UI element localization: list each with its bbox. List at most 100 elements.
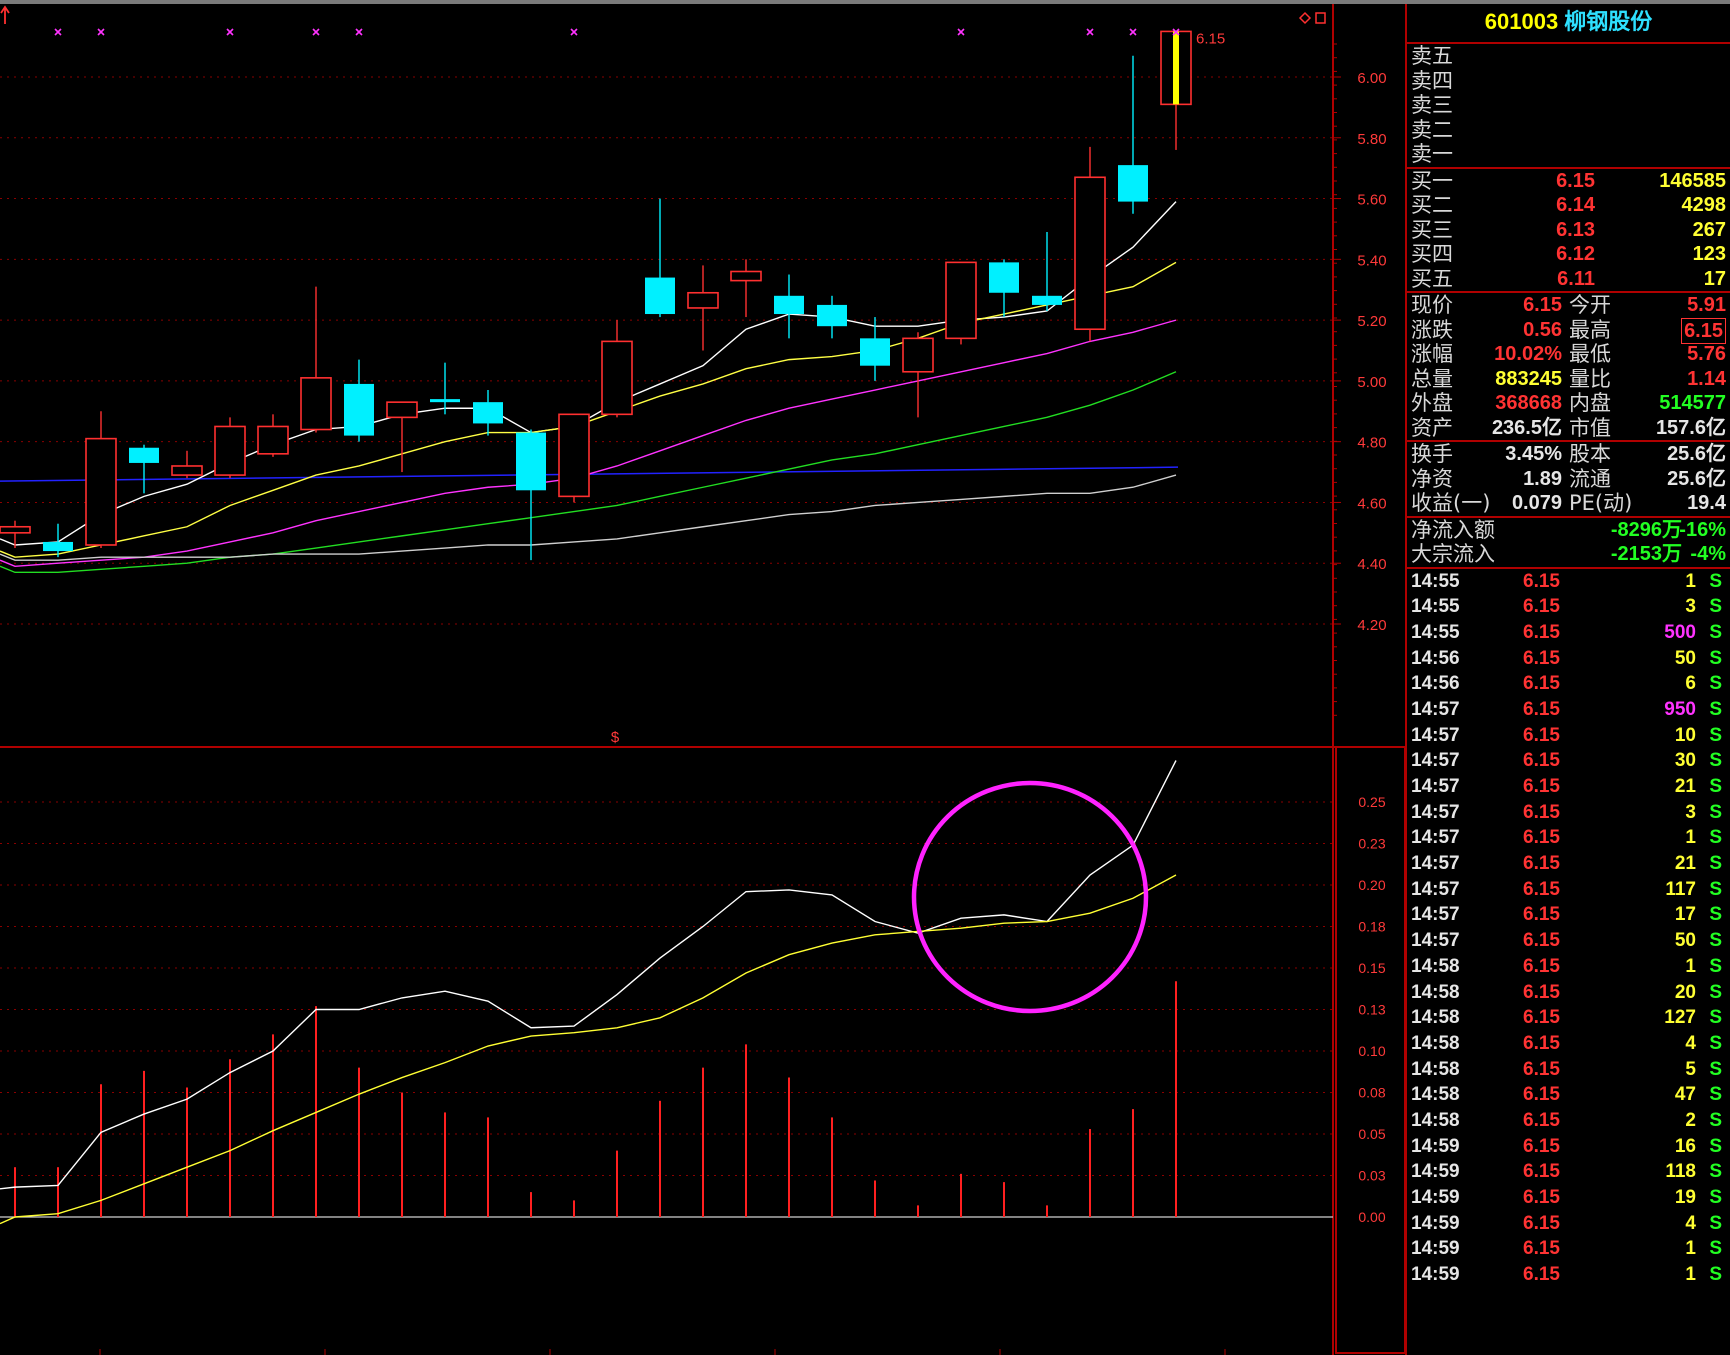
price-axis-label: 4.40 xyxy=(1357,556,1386,573)
tick-price: 6.15 xyxy=(1523,878,1560,900)
tick-row[interactable]: 14:58 6.15 127 S xyxy=(1407,1005,1730,1031)
ask-row[interactable]: 卖四 xyxy=(1407,69,1730,94)
tick-price: 6.15 xyxy=(1523,724,1560,746)
tick-volume: 118 xyxy=(1665,1161,1696,1183)
quote-panel: 601003 柳钢股份 卖五 卖四 卖三 卖二 卖一 买一 6.15 146585 买二 6.14… xyxy=(1405,4,1730,1355)
tick-row[interactable]: 14:56 6.15 50 S xyxy=(1407,646,1730,672)
tick-row[interactable]: 14:59 6.15 118 S xyxy=(1407,1159,1730,1185)
bid-row[interactable]: 买三 6.13 267 xyxy=(1407,218,1730,243)
tick-row[interactable]: 14:59 6.15 1 S xyxy=(1407,1236,1730,1262)
tick-row[interactable]: 14:57 6.15 30 S xyxy=(1407,748,1730,774)
tick-row[interactable]: 14:55 6.15 3 S xyxy=(1407,594,1730,620)
bid-row[interactable]: 买四 6.12 123 xyxy=(1407,242,1730,267)
tick-time: 14:57 xyxy=(1411,698,1460,720)
quote-value: 0.56 xyxy=(1523,318,1562,341)
candle-body xyxy=(687,291,719,309)
tick-price: 6.15 xyxy=(1523,750,1560,772)
tick-row[interactable]: 14:57 6.15 950 S xyxy=(1407,697,1730,723)
tick-volume: 500 xyxy=(1664,621,1696,643)
tick-row[interactable]: 14:58 6.15 4 S xyxy=(1407,1031,1730,1057)
stock-name: 柳钢股份 xyxy=(1564,10,1653,35)
ask-row[interactable]: 卖一 xyxy=(1407,142,1730,167)
tick-row[interactable]: 14:58 6.15 5 S xyxy=(1407,1057,1730,1083)
tick-price: 6.15 xyxy=(1523,1212,1560,1234)
tick-volume: 21 xyxy=(1674,776,1696,797)
diamond-icon xyxy=(1298,11,1312,25)
tick-row[interactable]: 14:57 6.15 50 S xyxy=(1407,928,1730,954)
ask-row[interactable]: 卖五 xyxy=(1407,44,1730,69)
tick-time: 14:59 xyxy=(1411,1264,1460,1286)
tick-direction: S xyxy=(1709,878,1722,900)
tick-price: 6.15 xyxy=(1523,596,1560,618)
tick-list[interactable]: 14:55 6.15 1 S 14:55 6.15 3 S 14:55 6.15 500 S 14:56… xyxy=(1407,569,1730,1288)
quote-label: 最高 xyxy=(1569,317,1611,342)
tick-row[interactable]: 14:59 6.15 19 S xyxy=(1407,1185,1730,1211)
tick-direction: S xyxy=(1709,596,1722,618)
quote-value: 236.5亿 xyxy=(1491,416,1562,439)
price-axis-label: 5.40 xyxy=(1357,252,1386,269)
tick-price: 6.15 xyxy=(1523,570,1560,592)
signal-marker xyxy=(1172,28,1180,36)
indicator-axis-label: 0.13 xyxy=(1358,1002,1385,1018)
tick-price: 6.15 xyxy=(1523,930,1560,952)
tick-row[interactable]: 14:56 6.15 6 S xyxy=(1407,671,1730,697)
tick-direction: S xyxy=(1709,698,1722,720)
tick-time: 14:57 xyxy=(1411,724,1460,746)
ask-row[interactable]: 卖二 xyxy=(1407,118,1730,143)
quote-label: 最低 xyxy=(1569,342,1611,366)
signal-marker xyxy=(957,28,965,36)
tick-row[interactable]: 14:57 6.15 117 S xyxy=(1407,877,1730,903)
tick-volume: 21 xyxy=(1674,853,1696,875)
indicator-axis-label: 0.18 xyxy=(1358,919,1385,935)
fundamental-label: PE(动) xyxy=(1569,491,1633,515)
tick-row[interactable]: 14:57 6.15 10 S xyxy=(1407,723,1730,749)
tick-row[interactable]: 14:58 6.15 20 S xyxy=(1407,980,1730,1006)
stock-header[interactable]: 601003 柳钢股份 xyxy=(1407,4,1730,44)
candle xyxy=(645,198,675,318)
tick-row[interactable]: 14:58 6.15 47 S xyxy=(1407,1082,1730,1108)
tick-price: 6.15 xyxy=(1523,698,1560,720)
tick-volume: 47 xyxy=(1674,1084,1696,1106)
tick-volume: 50 xyxy=(1674,930,1696,952)
flow-value: -2153万 xyxy=(1610,543,1682,565)
price-axis-label: 4.60 xyxy=(1357,495,1386,512)
tick-row[interactable]: 14:57 6.15 21 S xyxy=(1407,774,1730,800)
tick-row[interactable]: 14:55 6.15 500 S xyxy=(1407,620,1730,646)
candle-body xyxy=(774,295,804,315)
tick-time: 14:57 xyxy=(1411,801,1460,823)
quote-label: 总量 xyxy=(1411,366,1453,391)
candle-body xyxy=(129,447,159,463)
bid-label: 买四 xyxy=(1411,242,1453,266)
bid-row[interactable]: 买一 6.15 146585 xyxy=(1407,169,1730,194)
quote-label: 量比 xyxy=(1569,366,1611,391)
tick-row[interactable]: 14:59 6.15 4 S xyxy=(1407,1211,1730,1237)
tick-direction: S xyxy=(1709,1161,1722,1183)
tick-row[interactable]: 14:57 6.15 17 S xyxy=(1407,902,1730,928)
candle-body xyxy=(386,401,418,419)
tick-row[interactable]: 14:55 6.15 1 S xyxy=(1407,569,1730,595)
tick-row[interactable]: 14:59 6.15 1 S xyxy=(1407,1262,1730,1288)
last-price-label: 6.15 xyxy=(1196,30,1225,47)
bid-row[interactable]: 买二 6.14 4298 xyxy=(1407,193,1730,218)
flow-percent: -4% xyxy=(1690,543,1726,565)
up-arrow-icon xyxy=(0,5,10,24)
tick-volume: 1 xyxy=(1685,570,1696,592)
tick-row[interactable]: 14:58 6.15 1 S xyxy=(1407,954,1730,980)
quote-row: 涨跌 0.56 最高 6.15 xyxy=(1407,317,1730,344)
tick-price: 6.15 xyxy=(1523,647,1560,669)
tick-row[interactable]: 14:57 6.15 1 S xyxy=(1407,825,1730,851)
tick-row[interactable]: 14:57 6.15 3 S xyxy=(1407,800,1730,826)
tick-row[interactable]: 14:58 6.15 2 S xyxy=(1407,1108,1730,1134)
bid-row[interactable]: 买五 6.11 17 xyxy=(1407,267,1730,292)
tick-direction: S xyxy=(1709,955,1722,977)
tick-row[interactable]: 14:59 6.15 16 S xyxy=(1407,1134,1730,1160)
kline-chart[interactable]: 6.00 5.80 5.60 5.40 5.20 5.00 4.80 4.60 4.40 4.20… xyxy=(0,4,1405,1355)
tick-row[interactable]: 14:57 6.15 21 S xyxy=(1407,851,1730,877)
tick-volume: 3 xyxy=(1685,801,1696,823)
kline-chart-area[interactable]: 6.00 5.80 5.60 5.40 5.20 5.00 4.80 4.60 4.40 4.20… xyxy=(0,4,1405,1355)
moving-average-line xyxy=(0,261,1177,558)
candle xyxy=(43,523,73,558)
tick-price: 6.15 xyxy=(1523,1109,1560,1131)
ask-row[interactable]: 卖三 xyxy=(1407,93,1730,118)
bid-volume: 146585 xyxy=(1659,169,1726,192)
